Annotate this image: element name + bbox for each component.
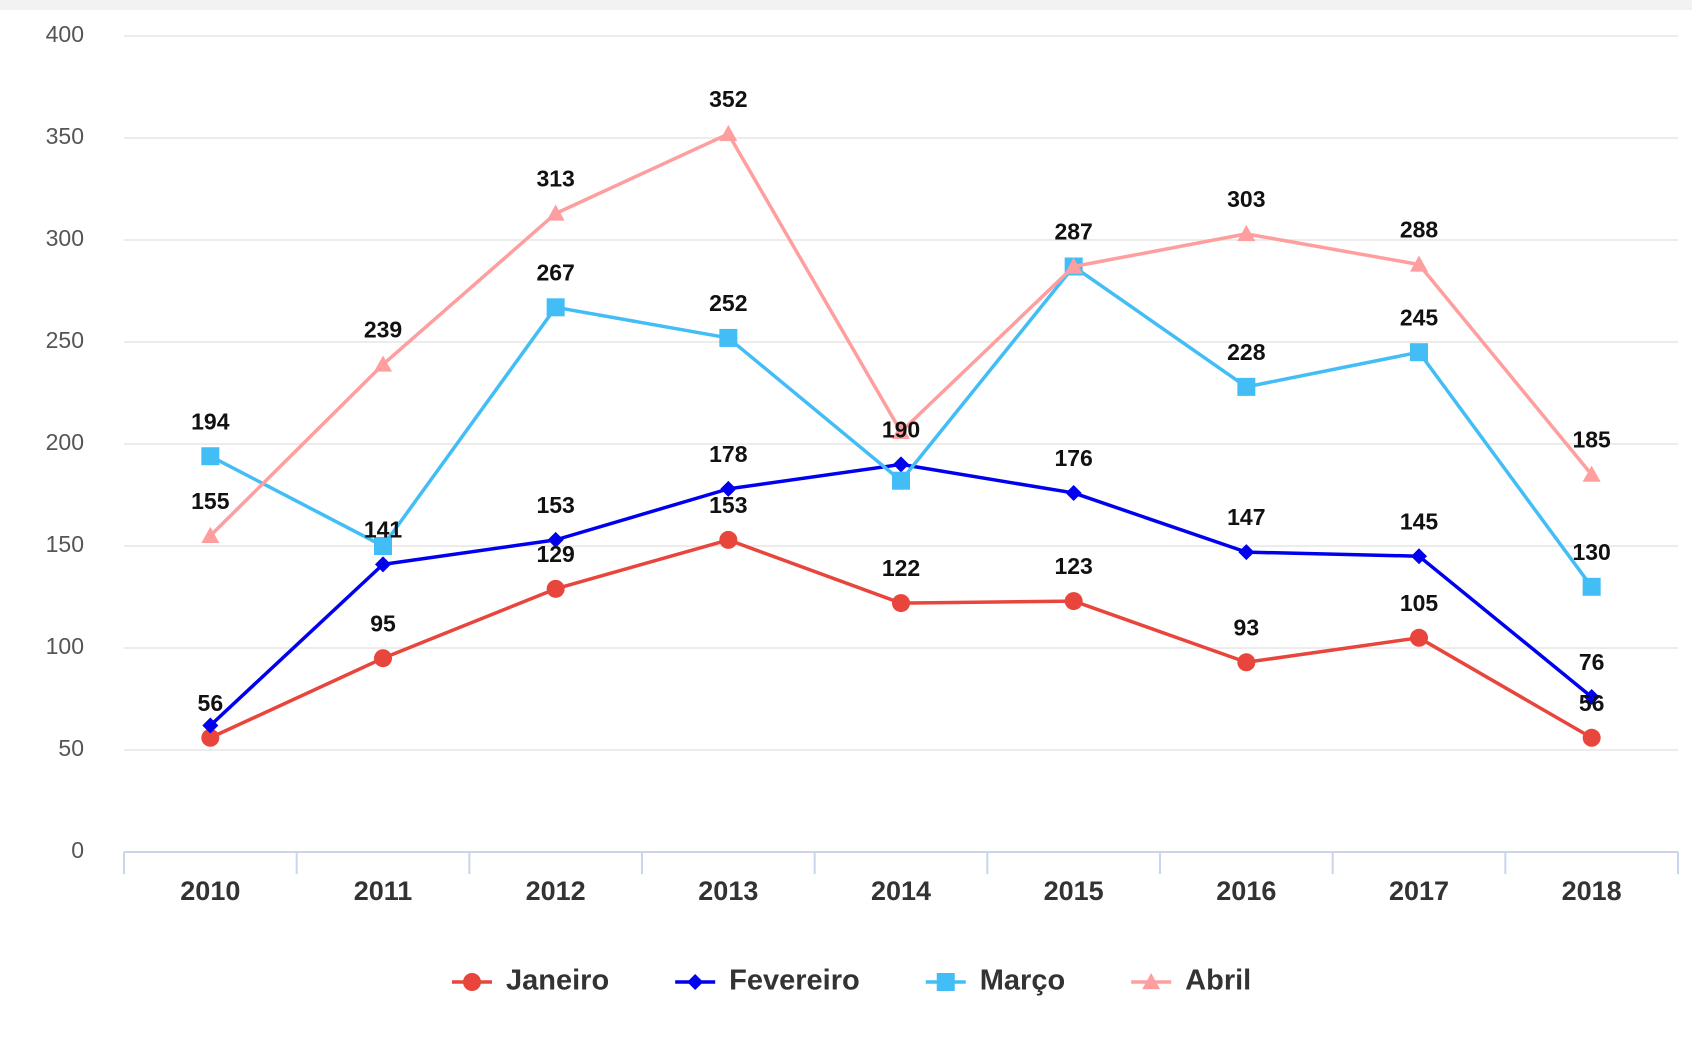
data-label: 153 [709,492,747,518]
y-tick-label: 0 [71,837,84,863]
point [374,649,392,668]
data-label: 245 [1400,304,1439,330]
point [1582,577,1601,596]
point [546,298,565,317]
point [892,594,910,613]
point [546,204,565,221]
x-tick-label: 2016 [1216,876,1276,906]
point [201,526,220,543]
data-label: 252 [709,290,747,316]
point [1583,688,1600,705]
point [547,531,564,548]
data-label: 129 [536,541,574,567]
point [202,717,219,734]
data-label: 56 [198,690,224,716]
point [546,579,565,598]
point [1065,484,1082,501]
data-label: 190 [882,416,920,442]
data-label: 105 [1400,590,1439,616]
data-label: 130 [1572,539,1610,565]
data-label: 287 [1054,219,1092,245]
point [892,471,910,490]
y-tick-label: 350 [46,123,84,149]
point [1411,548,1427,565]
x-tick-label: 2014 [871,876,931,906]
y-tick-label: 250 [46,327,84,353]
data-label: 147 [1227,504,1265,530]
point [1410,628,1428,647]
data-label: 185 [1572,427,1611,453]
x-tick-label: 2011 [354,876,413,906]
point [374,355,392,372]
point [374,537,392,555]
data-label: 56 [1579,690,1605,716]
y-tick-label: 200 [46,429,84,455]
y-tick-label: 100 [46,633,84,659]
legend-marker [687,974,704,990]
data-label: 313 [536,166,574,192]
legend-marker [463,973,481,991]
point [893,456,909,473]
point [1582,728,1601,747]
x-tick-label: 2015 [1044,876,1104,906]
data-label: 239 [364,317,402,343]
data-label: 178 [709,441,748,467]
point [1582,465,1601,482]
top-strip [0,0,1692,10]
point [1064,257,1083,274]
legend-label: Fevereiro [729,965,860,997]
x-tick-label: 2012 [526,876,586,906]
point [1064,592,1083,611]
legend-marker [1142,973,1161,990]
data-label: 267 [536,259,574,285]
point [719,530,738,549]
data-label: 95 [370,610,396,636]
y-tick-label: 150 [46,531,84,557]
x-tick-label: 2010 [180,876,240,906]
data-label: 153 [536,492,574,518]
point [1410,343,1428,362]
point [719,328,738,347]
point [1237,377,1256,396]
data-label: 76 [1579,649,1605,675]
point [720,480,737,497]
legend-label: Março [980,965,1065,997]
y-tick-label: 400 [46,21,84,47]
data-label: 176 [1054,445,1092,471]
data-label: 93 [1234,614,1260,640]
y-tick-label: 300 [46,225,84,251]
point [1237,653,1256,672]
data-label: 155 [191,488,230,514]
point [201,447,220,466]
y-tick-label: 50 [58,735,84,761]
point [1237,224,1256,242]
point [719,124,738,142]
data-label: 352 [709,86,747,112]
x-tick-label: 2013 [698,876,758,906]
data-label: 145 [1400,508,1439,534]
data-label: 123 [1054,553,1092,579]
legend-label: Abril [1185,965,1251,997]
data-label: 141 [364,516,403,542]
legend-marker [936,973,955,991]
x-tick-label: 2017 [1389,876,1449,906]
point [892,422,910,439]
data-label: 194 [191,408,230,434]
x-tick-label: 2018 [1562,876,1622,906]
point [1238,544,1255,561]
data-label: 122 [882,555,920,581]
point [375,556,391,573]
data-label: 303 [1227,186,1265,212]
point [201,728,220,747]
legend-label: Janeiro [506,965,609,997]
data-label: 288 [1400,217,1439,243]
data-label: 228 [1227,339,1266,365]
point [1410,255,1428,272]
